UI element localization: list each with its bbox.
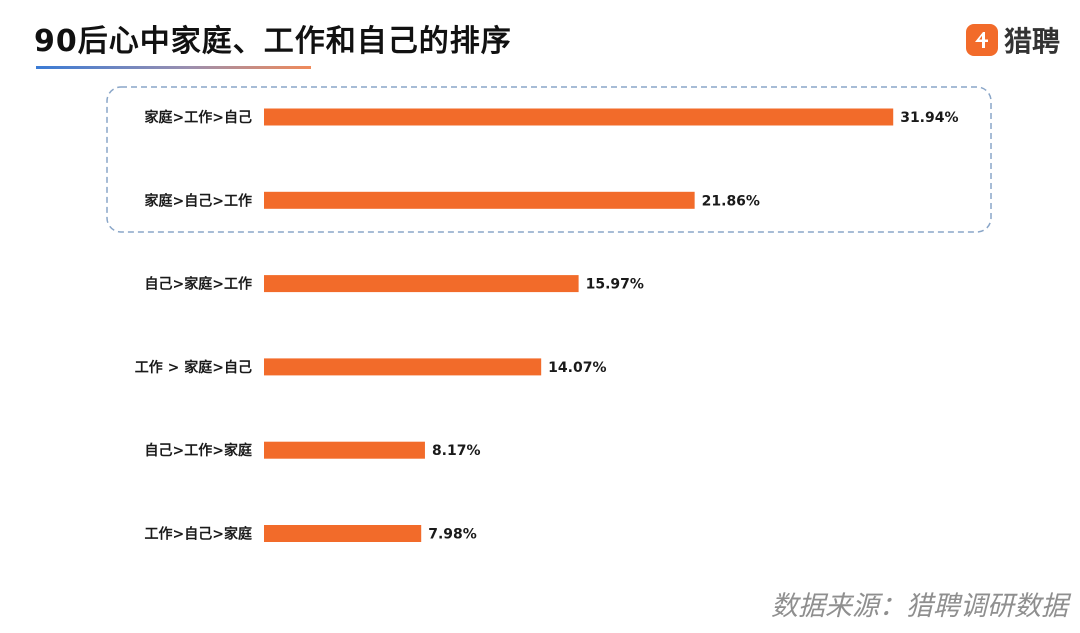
value-label: 15.97% <box>586 277 644 293</box>
bar <box>264 275 579 293</box>
bar <box>264 191 695 209</box>
data-source-note: 数据来源：猎聘调研数据 <box>771 591 1068 622</box>
bar <box>264 441 425 459</box>
value-label: 14.07% <box>548 360 606 376</box>
category-label: 家庭>工作>自己 <box>145 109 252 126</box>
category-label: 工作>自己>家庭 <box>145 526 253 543</box>
category-label: 家庭>自己>工作 <box>145 192 252 209</box>
title-underline <box>36 66 311 69</box>
bar <box>264 525 422 542</box>
highlight-box <box>106 86 992 233</box>
logo-text: 猎聘 <box>1003 25 1060 58</box>
value-label: 7.98% <box>428 527 477 543</box>
liepin-logo: 猎聘 <box>965 20 1060 60</box>
bar <box>264 358 542 376</box>
liepin-logo-icon <box>965 24 998 56</box>
value-label: 21.86% <box>702 193 760 209</box>
category-label: 自己>家庭>工作 <box>145 276 252 293</box>
bar <box>264 108 894 126</box>
chart-title: 90后心中家庭、工作和自己的排序 <box>34 24 512 59</box>
category-label: 工作 > 家庭>自己 <box>135 359 252 376</box>
value-label: 8.17% <box>432 443 481 459</box>
category-label: 自己>工作>家庭 <box>145 442 253 459</box>
value-label: 31.94% <box>900 110 958 126</box>
